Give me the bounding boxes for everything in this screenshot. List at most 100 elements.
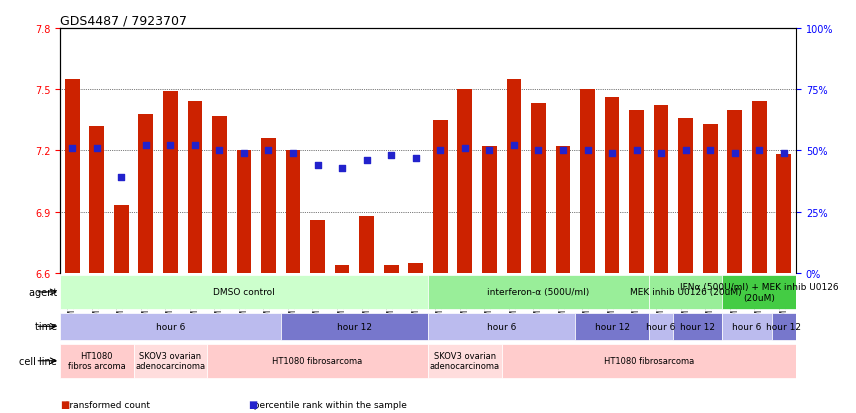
Bar — [433, 121, 448, 273]
Bar — [507, 80, 521, 273]
Text: transformed count: transformed count — [60, 400, 150, 409]
Text: agent: agent — [28, 287, 60, 297]
Text: ■: ■ — [248, 399, 258, 409]
Text: hour 12: hour 12 — [337, 322, 372, 331]
Point — [507, 143, 520, 150]
Text: IFNα (500U/ml) + MEK inhib U0126
(20uM): IFNα (500U/ml) + MEK inhib U0126 (20uM) — [680, 282, 839, 302]
FancyBboxPatch shape — [771, 313, 796, 340]
FancyBboxPatch shape — [674, 313, 722, 340]
Bar — [728, 110, 742, 273]
Point — [384, 152, 398, 159]
Bar — [187, 102, 202, 273]
Point — [654, 150, 668, 157]
Text: SKOV3 ovarian
adenocarcinoma: SKOV3 ovarian adenocarcinoma — [430, 351, 500, 370]
Bar — [335, 265, 349, 273]
Bar — [776, 155, 791, 273]
Point — [115, 175, 128, 181]
Bar — [678, 119, 693, 273]
Bar — [482, 147, 496, 273]
Point — [752, 148, 766, 154]
Bar — [556, 147, 570, 273]
Point — [360, 157, 373, 164]
Point — [90, 145, 104, 152]
Text: HT1080 fibrosarcoma: HT1080 fibrosarcoma — [603, 356, 694, 366]
Text: hour 12: hour 12 — [681, 322, 716, 331]
Text: ■: ■ — [60, 399, 69, 409]
Point — [237, 150, 251, 157]
Point — [286, 150, 300, 157]
Bar — [139, 114, 153, 273]
Text: MEK inhib U0126 (20uM): MEK inhib U0126 (20uM) — [630, 288, 741, 297]
Point — [163, 143, 177, 150]
Point — [311, 162, 324, 169]
Bar — [629, 110, 644, 273]
FancyBboxPatch shape — [722, 313, 771, 340]
Point — [212, 148, 226, 154]
Bar — [752, 102, 767, 273]
Bar — [408, 263, 423, 273]
FancyBboxPatch shape — [281, 313, 428, 340]
Bar — [531, 104, 546, 273]
FancyBboxPatch shape — [60, 313, 281, 340]
Point — [483, 148, 496, 154]
Point — [728, 150, 741, 157]
Point — [704, 148, 717, 154]
FancyBboxPatch shape — [502, 344, 796, 378]
FancyBboxPatch shape — [207, 344, 428, 378]
FancyBboxPatch shape — [428, 313, 575, 340]
Text: HT1080 fibrosarcoma: HT1080 fibrosarcoma — [272, 356, 363, 366]
Point — [679, 148, 693, 154]
Bar — [360, 216, 374, 273]
Bar — [703, 125, 717, 273]
Bar — [286, 151, 300, 273]
Bar — [89, 127, 104, 273]
Point — [630, 148, 644, 154]
Text: time: time — [35, 322, 60, 332]
Text: interferon-α (500U/ml): interferon-α (500U/ml) — [487, 288, 590, 297]
Point — [556, 148, 570, 154]
Text: hour 6: hour 6 — [156, 322, 185, 331]
FancyBboxPatch shape — [60, 344, 134, 378]
Point — [262, 148, 276, 154]
Point — [65, 145, 79, 152]
Bar — [310, 220, 325, 273]
Point — [580, 148, 594, 154]
Point — [336, 165, 349, 171]
Point — [409, 155, 423, 161]
Bar — [457, 90, 473, 273]
Bar — [236, 151, 252, 273]
Point — [433, 148, 447, 154]
Point — [532, 148, 545, 154]
FancyBboxPatch shape — [649, 313, 674, 340]
Bar — [654, 106, 669, 273]
FancyBboxPatch shape — [428, 344, 502, 378]
Text: hour 6: hour 6 — [646, 322, 675, 331]
Bar — [65, 80, 80, 273]
FancyBboxPatch shape — [60, 275, 428, 309]
Text: cell line: cell line — [19, 356, 60, 366]
Point — [139, 143, 152, 150]
Bar — [114, 206, 128, 273]
Text: GDS4487 / 7923707: GDS4487 / 7923707 — [60, 15, 187, 28]
Bar — [383, 265, 399, 273]
FancyBboxPatch shape — [428, 275, 649, 309]
Text: hour 6: hour 6 — [487, 322, 516, 331]
Bar — [163, 92, 178, 273]
FancyBboxPatch shape — [649, 275, 722, 309]
Text: HT1080
fibros arcoma: HT1080 fibros arcoma — [68, 351, 126, 370]
Text: DMSO control: DMSO control — [213, 288, 275, 297]
Text: percentile rank within the sample: percentile rank within the sample — [248, 400, 407, 409]
Bar — [212, 116, 227, 273]
Point — [458, 145, 472, 152]
Bar — [261, 139, 276, 273]
Text: hour 6: hour 6 — [733, 322, 762, 331]
Point — [777, 150, 791, 157]
Point — [605, 150, 619, 157]
FancyBboxPatch shape — [722, 275, 796, 309]
Text: hour 12: hour 12 — [766, 322, 801, 331]
Bar — [604, 98, 620, 273]
Point — [188, 143, 202, 150]
FancyBboxPatch shape — [575, 313, 649, 340]
Text: SKOV3 ovarian
adenocarcinoma: SKOV3 ovarian adenocarcinoma — [135, 351, 205, 370]
Bar — [580, 90, 595, 273]
